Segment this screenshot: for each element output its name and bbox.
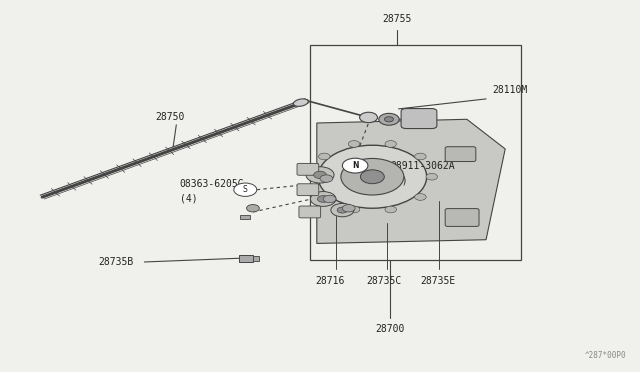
- Text: 28716: 28716: [315, 276, 344, 285]
- FancyBboxPatch shape: [297, 163, 319, 175]
- Text: 08363-6205G: 08363-6205G: [179, 179, 244, 189]
- Circle shape: [310, 192, 336, 206]
- Circle shape: [319, 153, 330, 160]
- Circle shape: [318, 145, 427, 208]
- Circle shape: [426, 173, 438, 180]
- Circle shape: [348, 206, 360, 213]
- Text: N: N: [352, 161, 358, 170]
- Text: 28735C: 28735C: [366, 276, 401, 285]
- Bar: [240, 215, 250, 219]
- Circle shape: [234, 183, 257, 196]
- Circle shape: [360, 112, 378, 123]
- Text: 28735B: 28735B: [98, 257, 133, 267]
- Circle shape: [317, 196, 329, 202]
- Text: ^287*00P0: ^287*00P0: [585, 351, 627, 360]
- Circle shape: [246, 205, 259, 212]
- Circle shape: [385, 141, 396, 147]
- Text: S: S: [243, 185, 248, 194]
- FancyBboxPatch shape: [297, 184, 319, 196]
- Text: 28110M: 28110M: [492, 85, 527, 94]
- Bar: [253, 256, 259, 261]
- Text: (1): (1): [390, 176, 408, 185]
- Polygon shape: [317, 119, 505, 243]
- Circle shape: [337, 207, 348, 213]
- Circle shape: [415, 153, 426, 160]
- Circle shape: [415, 194, 426, 201]
- Circle shape: [348, 141, 360, 147]
- Circle shape: [360, 170, 384, 184]
- Circle shape: [379, 113, 399, 125]
- Text: 08911-3062A: 08911-3062A: [390, 161, 455, 171]
- Circle shape: [323, 195, 336, 203]
- Text: (4): (4): [179, 194, 197, 204]
- Circle shape: [314, 171, 326, 179]
- Circle shape: [331, 203, 354, 217]
- Circle shape: [319, 194, 330, 201]
- Circle shape: [385, 117, 394, 122]
- Bar: [239, 254, 253, 262]
- FancyBboxPatch shape: [445, 147, 476, 161]
- Circle shape: [320, 175, 333, 182]
- FancyBboxPatch shape: [299, 206, 321, 218]
- Text: 28755: 28755: [382, 14, 412, 24]
- FancyBboxPatch shape: [445, 209, 479, 227]
- Text: 28735E: 28735E: [420, 276, 456, 285]
- Circle shape: [342, 205, 355, 212]
- Text: 28750: 28750: [156, 112, 184, 122]
- Ellipse shape: [293, 99, 308, 106]
- Circle shape: [306, 167, 334, 183]
- Bar: [310, 45, 521, 260]
- Circle shape: [307, 173, 319, 180]
- Circle shape: [342, 158, 368, 173]
- Circle shape: [385, 206, 396, 213]
- Circle shape: [341, 158, 404, 195]
- FancyBboxPatch shape: [401, 109, 437, 129]
- Text: 28700: 28700: [376, 324, 405, 334]
